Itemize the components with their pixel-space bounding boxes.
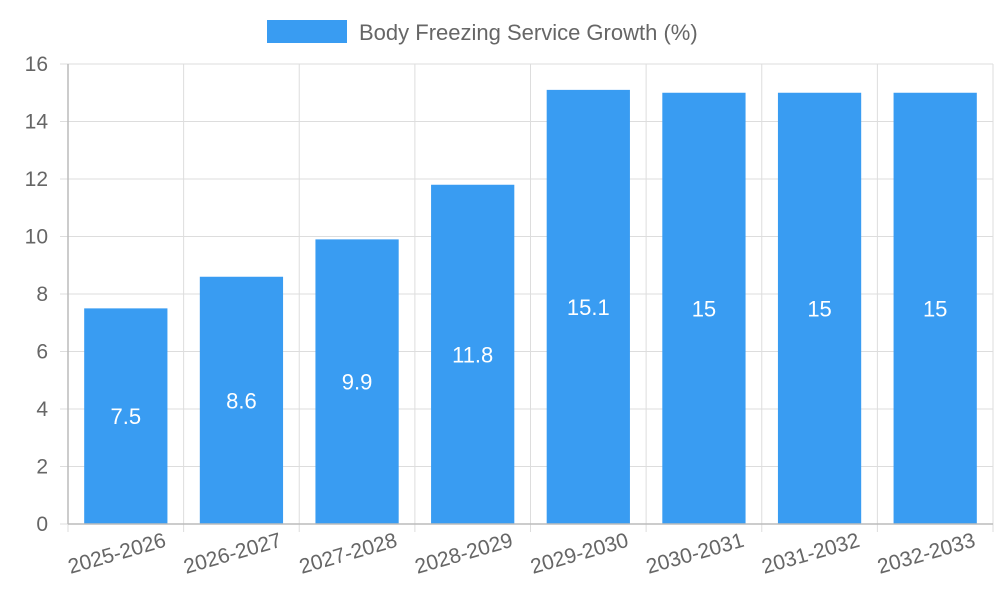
grid-layer xyxy=(60,63,994,532)
bar-value-label: 8.6 xyxy=(226,388,257,413)
bar-value-label: 15 xyxy=(923,296,947,321)
y-tick-label: 4 xyxy=(36,398,48,421)
x-tick-label: 2025-2026 xyxy=(66,529,169,579)
legend[interactable]: Body Freezing Service Growth (%) xyxy=(267,20,698,45)
x-tick-label: 2030-2031 xyxy=(644,529,747,579)
y-tick-label: 14 xyxy=(25,111,49,134)
x-tick-label: 2028-2029 xyxy=(412,529,515,579)
x-tick-label: 2032-2033 xyxy=(875,529,978,579)
legend-label[interactable]: Body Freezing Service Growth (%) xyxy=(359,20,698,45)
axes-layer xyxy=(67,64,993,525)
y-tick-label: 8 xyxy=(36,283,48,306)
x-tick-label: 2031-2032 xyxy=(759,529,862,579)
y-tick-label: 0 xyxy=(36,513,48,536)
y-tick-label: 10 xyxy=(25,226,48,249)
y-tick-label: 12 xyxy=(25,168,48,191)
bar[interactable] xyxy=(431,184,515,524)
bar-value-label: 9.9 xyxy=(342,370,373,395)
x-tick-label: 2029-2030 xyxy=(528,529,631,579)
bar[interactable] xyxy=(777,92,862,524)
bar[interactable] xyxy=(662,92,746,524)
y-tick-label: 2 xyxy=(36,456,48,479)
bars-layer xyxy=(84,89,977,524)
x-tick-label: 2026-2027 xyxy=(181,529,284,579)
bar-value-label: 15 xyxy=(692,296,716,321)
bar[interactable] xyxy=(546,89,630,524)
y-tick-label: 6 xyxy=(36,341,48,364)
bar-value-label: 15 xyxy=(807,296,831,321)
bar[interactable] xyxy=(315,239,399,524)
bar[interactable] xyxy=(893,92,977,524)
bar-value-label: 7.5 xyxy=(111,404,142,429)
bar[interactable] xyxy=(84,308,168,524)
bar[interactable] xyxy=(199,276,284,524)
y-tick-label: 16 xyxy=(25,53,48,76)
x-tick-label: 2027-2028 xyxy=(297,529,400,579)
bar-value-label: 11.8 xyxy=(452,342,493,367)
bar-value-label: 15.1 xyxy=(567,295,610,320)
legend-swatch[interactable] xyxy=(267,20,347,43)
